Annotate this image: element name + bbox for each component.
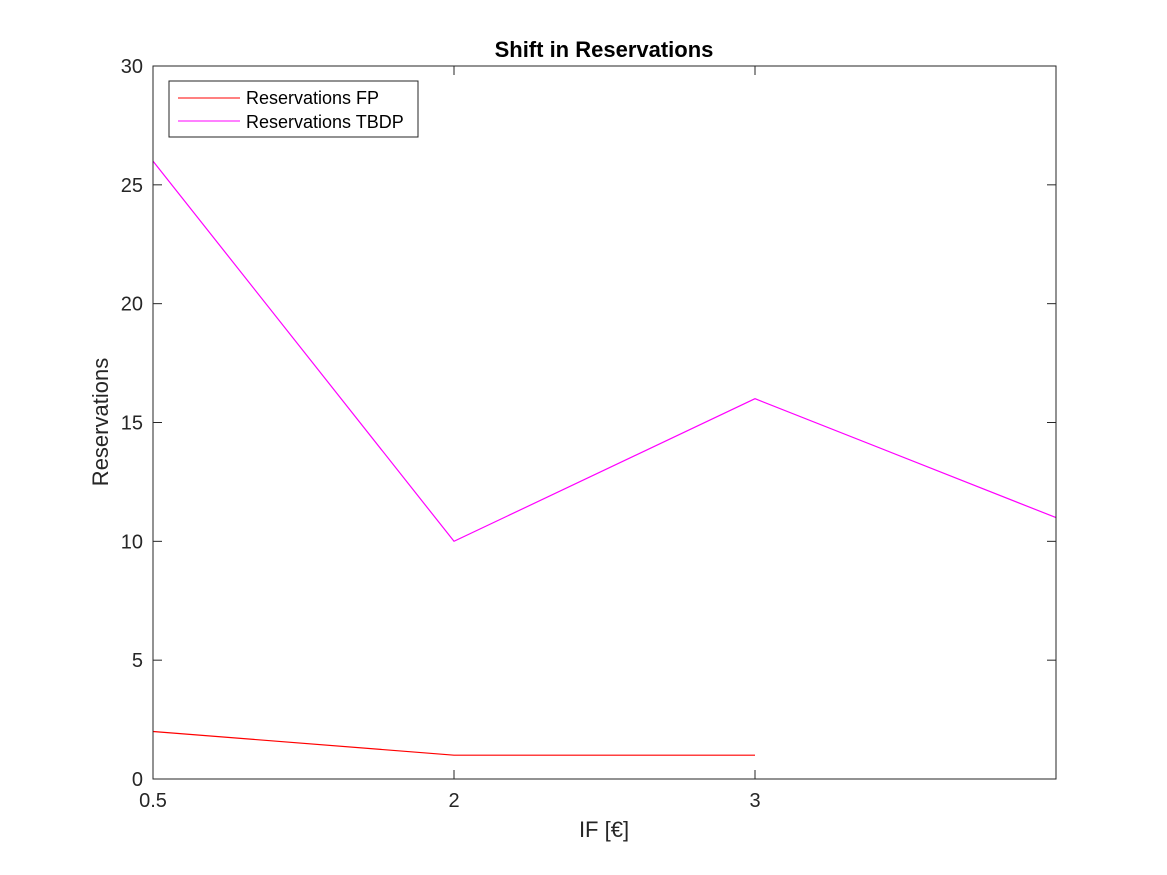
series-line-1 <box>152 160 1057 543</box>
y-tick-label: 20 <box>121 294 143 316</box>
y-tick-label: 30 <box>121 56 143 78</box>
y-tick-label: 10 <box>121 531 143 553</box>
legend-label-tbdp: Reservations TBDP <box>246 112 404 132</box>
legend-box <box>168 80 419 138</box>
axes: 0 5 10 15 20 25 30 0.5 2 3 <box>121 56 1057 812</box>
x-tick-label: 3 <box>749 790 760 812</box>
x-axis-label: IF [€] <box>579 817 629 842</box>
legend: Reservations FP Reservations TBDP <box>168 80 419 138</box>
y-tick-label: 25 <box>121 175 143 197</box>
series-line-0 <box>152 730 755 756</box>
y-tick-label: 15 <box>121 413 143 435</box>
x-tick-label: 2 <box>448 790 459 812</box>
y-tick-label: 0 <box>132 769 143 791</box>
chart-title: Shift in Reservations <box>495 37 714 62</box>
y-axis-label: Reservations <box>88 358 113 486</box>
plot-area <box>152 160 1057 756</box>
legend-label-fp: Reservations FP <box>246 88 379 108</box>
y-tick-label: 5 <box>132 650 143 672</box>
x-tick-label: 0.5 <box>139 790 167 812</box>
